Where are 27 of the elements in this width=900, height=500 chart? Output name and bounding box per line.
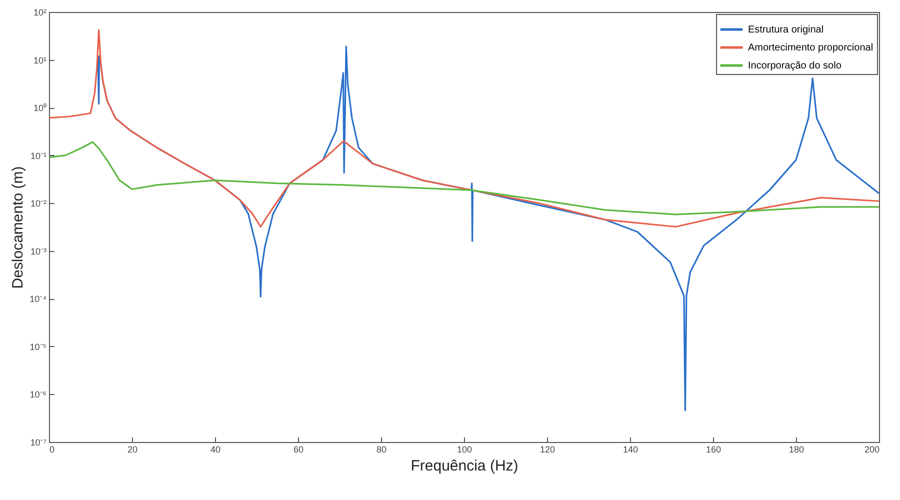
legend-label: Incorporação do solo [748, 60, 842, 72]
y-tick-label: 10⁻⁷ [30, 438, 46, 448]
y-tick-label: 10⁻⁴ [30, 294, 47, 304]
x-tick-label: 120 [540, 444, 556, 454]
y-tick-label: 10⁰ [33, 103, 46, 114]
y-tick-label: 10¹ [33, 55, 46, 66]
y-tick-label: 10⁻¹ [30, 150, 46, 161]
y-tick-label: 10⁻⁶ [30, 390, 47, 400]
x-tick-label: 20 [127, 444, 138, 454]
x-tick-label: 200 [864, 444, 880, 454]
x-tick-label: 80 [376, 444, 387, 454]
y-axis-title: Deslocamento (m) [10, 166, 27, 289]
x-tick-label: 60 [293, 444, 304, 454]
x-tick-label: 0 [50, 444, 55, 454]
y-tick-label: 10⁻⁵ [30, 342, 47, 352]
legend-label: Estrutura original [748, 24, 824, 36]
x-tick-label: 140 [622, 444, 638, 454]
legend-label: Amortecimento proporcional [748, 42, 874, 54]
x-tick-label: 180 [788, 444, 804, 454]
x-tick-label: 40 [210, 444, 221, 454]
x-tick-label: 100 [456, 444, 472, 454]
y-tick-label: 10⁻³ [30, 246, 46, 256]
y-tick-label: 10² [33, 8, 46, 18]
x-tick-label: 160 [706, 444, 722, 454]
y-tick-label: 10⁻² [30, 198, 46, 209]
line-series [49, 141, 879, 216]
x-axis-title: Frequência (Hz) [410, 458, 518, 474]
